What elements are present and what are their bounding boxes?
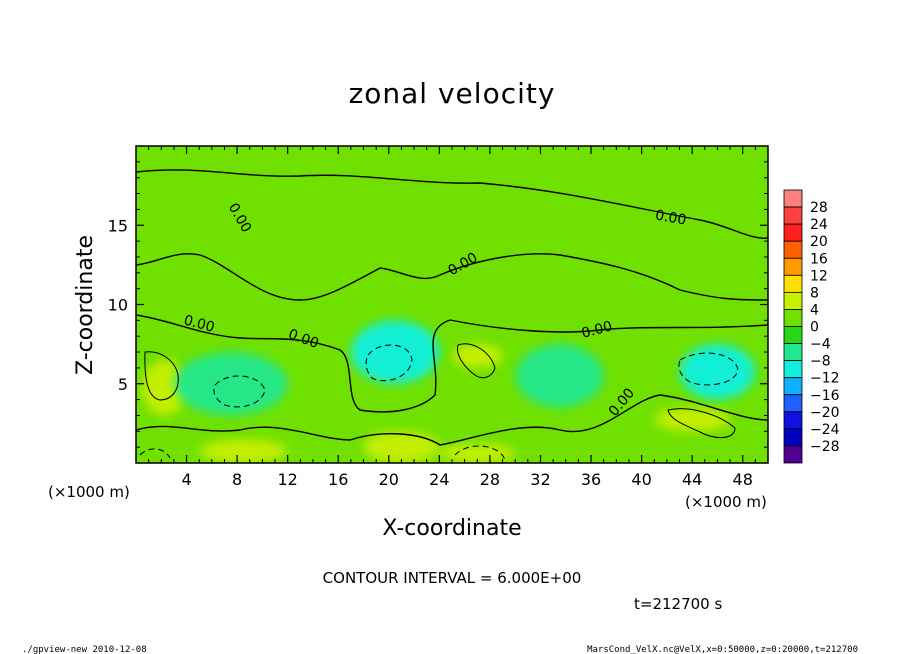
contour-cell-right xyxy=(667,408,736,438)
x-unit-right: (×1000 m) xyxy=(685,493,767,511)
colorbar-swatch xyxy=(783,206,803,225)
x-tick-label: 32 xyxy=(530,470,550,489)
colorbar-swatch xyxy=(783,394,803,413)
colorbar-label: −8 xyxy=(810,354,831,370)
colorbar-label: 24 xyxy=(810,217,828,233)
contour-label: 0.00 xyxy=(182,312,216,336)
field-cell xyxy=(199,439,288,463)
colorbar-label: −16 xyxy=(810,388,840,404)
footer-left: ./gpview-new 2010-12-08 xyxy=(22,645,147,654)
contour-zero-bottom xyxy=(136,394,768,446)
contour-cell-left xyxy=(144,351,179,401)
field-cell xyxy=(173,352,288,416)
colorbar-swatch xyxy=(783,309,803,327)
colorbar-swatch xyxy=(783,257,803,276)
colorbar-swatch xyxy=(783,445,803,464)
colorbar-swatch xyxy=(783,326,803,344)
contour-zero-lower xyxy=(136,314,768,413)
y-tick-label: 5 xyxy=(118,375,128,394)
colorbar-swatch xyxy=(783,240,803,259)
chart-title: zonal velocity xyxy=(349,77,556,110)
colorbar-swatch xyxy=(783,223,803,242)
x-tick-label: 28 xyxy=(480,470,500,489)
contour-neg-cell-5 xyxy=(454,445,506,461)
x-tick-label: 16 xyxy=(328,470,348,489)
x-axis-title: X-coordinate xyxy=(382,516,521,541)
colorbar-swatch xyxy=(783,343,803,362)
contour-neg-cell-4 xyxy=(139,448,171,459)
x-tick-label: 20 xyxy=(379,470,399,489)
contour-label: 0.00 xyxy=(580,318,614,342)
contour-label: 0.00 xyxy=(654,207,687,228)
colorbar-swatch xyxy=(783,411,803,430)
x-tick-label: 24 xyxy=(429,470,449,489)
contour-zero-middle xyxy=(136,253,768,301)
x-tick-label: 48 xyxy=(733,470,753,489)
colorbar-swatch xyxy=(783,377,803,396)
y-tick-label: 10 xyxy=(108,296,128,315)
x-tick-label: 44 xyxy=(682,470,702,489)
field-cell xyxy=(654,407,731,432)
colorbar-label: 12 xyxy=(810,268,828,284)
footer-right: MarsCond_VelX.nc@VelX,x=0:50000,z=0:2000… xyxy=(587,645,858,654)
contour-lines xyxy=(136,169,768,446)
colorbar-label: 20 xyxy=(810,234,828,250)
colorbar-label: −12 xyxy=(810,371,840,387)
colorbar-label: −28 xyxy=(810,439,840,455)
field-cell xyxy=(452,344,503,368)
x-tick-label: 36 xyxy=(581,470,601,489)
field-cell xyxy=(515,344,604,408)
x-axis: 4 8 12 16 20 24 28 32 36 40 44 48 xyxy=(148,146,756,489)
colorbar-swatch xyxy=(783,360,803,379)
y-axis: 5 10 15 xyxy=(108,161,768,448)
contour-zero-upper xyxy=(136,169,768,239)
x-tick-label: 12 xyxy=(278,470,298,489)
contour-cell-mid xyxy=(456,343,496,379)
colorbar-label: −4 xyxy=(810,337,831,353)
colorbar-label: 8 xyxy=(810,285,819,301)
field-layer xyxy=(136,146,768,463)
contour-neg-cell-3 xyxy=(678,352,739,386)
colorbar-label: −24 xyxy=(810,422,840,438)
y-tick-label: 15 xyxy=(108,216,128,235)
field-cell xyxy=(439,443,516,463)
contour-negative-lines xyxy=(139,344,739,461)
contour-labels-group: 0.000.000.000.000.000.000.00 xyxy=(182,201,688,420)
field-cell xyxy=(350,320,440,384)
colorbar-label: 0 xyxy=(810,320,819,336)
x-tick-label: 40 xyxy=(631,470,651,489)
colorbar-label: 4 xyxy=(810,302,819,318)
colorbar-swatch xyxy=(783,291,803,310)
time-label: t=212700 s xyxy=(634,595,722,613)
field-cell xyxy=(142,359,187,416)
x-tick-label: 8 xyxy=(232,470,242,489)
field-cell xyxy=(363,431,440,463)
x-unit-left: (×1000 m) xyxy=(48,483,130,501)
colorbar-swatch xyxy=(783,428,803,447)
colorbar-swatch xyxy=(783,274,803,293)
colorbar-label: 28 xyxy=(810,200,828,216)
contour-interval-label: CONTOUR INTERVAL = 6.000E+00 xyxy=(323,569,582,587)
colorbar-swatch xyxy=(783,189,803,208)
x-tick-label: 4 xyxy=(181,470,191,489)
colorbar-label: −20 xyxy=(810,405,840,421)
colorbar-label: 16 xyxy=(810,251,828,267)
y-axis-title: Z-coordinate xyxy=(73,235,98,375)
field-cell xyxy=(679,344,756,400)
